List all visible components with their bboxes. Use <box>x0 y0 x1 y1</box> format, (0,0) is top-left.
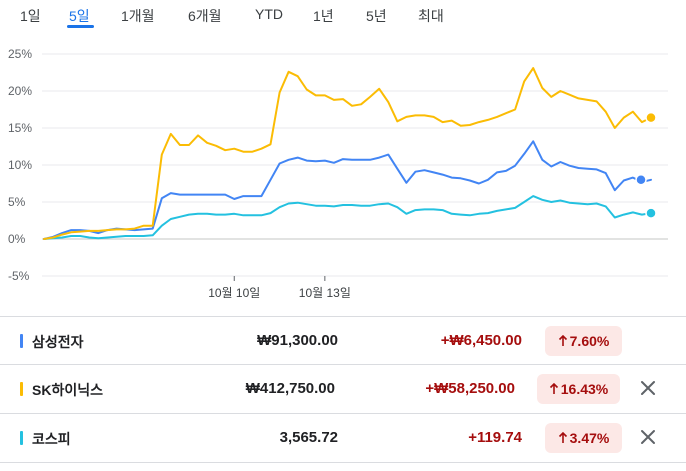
y-tick-label: 25% <box>8 47 32 61</box>
arrow-up-icon <box>558 432 567 443</box>
x-tick-label: 10월 13일 <box>299 286 351 300</box>
active-tab-indicator <box>67 25 94 28</box>
table-row-skhynix[interactable]: SK하이닉스 ₩412,750.00 +₩58,250.00 16.43% <box>0 365 686 411</box>
price-change: +₩6,450.00 <box>440 332 522 349</box>
y-tick-label: 0% <box>8 232 26 246</box>
percent-change-badge: 3.47% <box>545 423 622 453</box>
series-color-swatch <box>20 431 23 445</box>
table-row-kospi[interactable]: 코스피 3,565.72 +119.74 3.47% <box>0 414 686 460</box>
percent-change-value: 16.43% <box>560 381 609 397</box>
series-color-swatch <box>20 382 23 396</box>
tab-1y[interactable]: 1년 <box>313 8 334 24</box>
series-end-marker <box>645 111 657 124</box>
tab-6m[interactable]: 6개월 <box>188 8 222 24</box>
y-tick-label: -5% <box>8 269 30 283</box>
row-divider <box>0 364 686 365</box>
percent-change-value: 3.47% <box>569 430 610 446</box>
series-color-swatch <box>20 334 23 348</box>
y-tick-label: 15% <box>8 121 32 135</box>
x-tick-label: 10월 10일 <box>208 286 260 300</box>
price-change: +119.74 <box>468 429 522 446</box>
arrow-up-icon <box>558 335 567 346</box>
range-tabs: 1일 5일 1개월 6개월 YTD 1년 5년 최대 <box>0 0 686 30</box>
stock-price: ₩91,300.00 <box>257 332 338 349</box>
row-divider <box>0 462 686 463</box>
tab-max[interactable]: 최대 <box>418 8 444 24</box>
stock-name: 코스피 <box>32 431 71 447</box>
remove-comparison-button[interactable] <box>636 425 660 449</box>
stock-price: ₩412,750.00 <box>245 380 335 397</box>
close-icon <box>641 430 655 444</box>
stock-name: SK하이닉스 <box>32 382 103 398</box>
tab-1m[interactable]: 1개월 <box>121 8 155 24</box>
y-tick-label: 20% <box>8 84 32 98</box>
table-row-samsung[interactable]: 삼성전자 ₩91,300.00 +₩6,450.00 7.60% <box>0 317 686 363</box>
row-divider <box>0 316 686 317</box>
close-icon <box>641 381 655 395</box>
row-divider <box>0 413 686 414</box>
series-line <box>43 140 652 240</box>
tab-5y[interactable]: 5년 <box>366 8 387 24</box>
price-change: +₩58,250.00 <box>425 380 515 397</box>
remove-comparison-button[interactable] <box>636 376 660 400</box>
percent-change-badge: 7.60% <box>545 326 622 356</box>
tab-1d[interactable]: 1일 <box>20 8 41 24</box>
arrow-up-icon <box>549 383 558 394</box>
series-line <box>43 67 652 240</box>
y-tick-label: 5% <box>8 195 26 209</box>
series-end-marker <box>645 207 657 219</box>
stock-price: 3,565.72 <box>279 429 338 446</box>
series-end-marker <box>635 174 647 186</box>
tab-5d[interactable]: 5일 <box>69 8 90 24</box>
comparison-chart: 25% 20% 15% 10% 5% 0% -5% 10월 10일 10월 13일 <box>8 47 668 300</box>
tab-ytd[interactable]: YTD <box>255 6 283 22</box>
stock-name: 삼성전자 <box>32 334 84 350</box>
series-line <box>43 195 652 240</box>
y-tick-label: 10% <box>8 158 32 172</box>
percent-change-value: 7.60% <box>569 333 610 349</box>
percent-change-badge: 16.43% <box>537 374 620 404</box>
